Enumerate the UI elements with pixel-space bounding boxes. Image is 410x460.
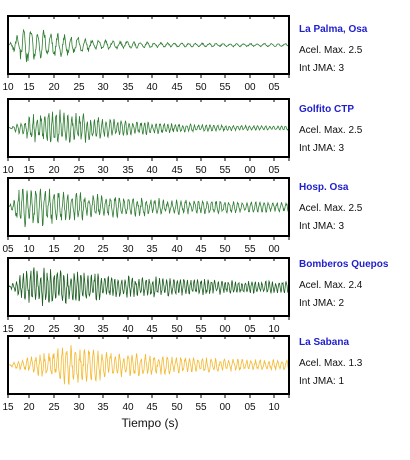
jma-intensity: Int JMA: 3 [299,143,345,154]
x-tick-label: 10 [268,324,280,335]
station-name: La Palma, Osa [299,24,368,35]
x-tick-label: 15 [2,402,14,413]
x-tick-label: 55 [195,324,207,335]
station-info-la-sabana: La Sabana Acel. Max. 1.3 Int JMA: 1 [299,337,407,387]
x-tick-label: 30 [73,324,85,335]
x-axis-label-text: Tiempo (s) [121,416,179,430]
max-acceleration: Acel. Max. 2.4 [299,280,363,291]
waveform-line [8,267,289,307]
x-tick-label: 40 [146,82,158,93]
x-tick-label: 05 [268,82,280,93]
x-tick-label: 40 [146,165,158,176]
x-tick-label: 15 [23,82,35,93]
station-info-hosp-osa: Hosp. Osa Acel. Max. 2.5 Int JMA: 3 [299,182,407,232]
x-tick-label: 50 [171,402,183,413]
x-tick-label: 00 [244,165,256,176]
x-tick-label: 20 [48,82,60,93]
x-tick-label: 25 [48,324,60,335]
x-tick-label: 05 [244,324,256,335]
x-tick-label: 25 [48,402,60,413]
station-info-la-palma: La Palma, Osa Acel. Max. 2.5 Int JMA: 3 [299,24,407,74]
x-tick-label: 35 [97,324,109,335]
x-tick-label: 15 [23,165,35,176]
panel-border [7,15,290,75]
x-tick-label: 00 [268,244,280,255]
x-tick-label: 00 [244,82,256,93]
x-tick-label: 25 [73,82,85,93]
x-tick-label: 55 [195,402,207,413]
x-tick-label: 20 [73,244,85,255]
x-tick-label: 05 [268,165,280,176]
x-tick-label: 50 [171,324,183,335]
seismogram-panel: 10 15 20 25 30 35 40 45 50 55 00 05 [2,98,290,176]
x-tick-label: 45 [171,82,183,93]
max-acceleration: Acel. Max. 1.3 [299,358,363,369]
x-tick-label: 35 [122,82,134,93]
waveform-line [8,188,289,228]
station-name: Golfito CTP [299,104,354,115]
x-tick-label: 45 [146,402,158,413]
x-tick-label: 10 [268,402,280,413]
x-tick-label: 45 [146,324,158,335]
jma-intensity: Int JMA: 3 [299,63,345,74]
x-tick-label: 40 [122,324,134,335]
x-tick-label: 10 [23,244,35,255]
x-tick-label: 25 [73,165,85,176]
seismogram-panel: 10 15 20 25 30 35 40 45 50 55 00 05 [2,15,290,93]
panel-border [7,257,290,317]
x-tick-label: 20 [23,402,35,413]
station-name: Hosp. Osa [299,182,349,193]
panel-border [7,335,290,395]
max-acceleration: Acel. Max. 2.5 [299,125,363,136]
seismogram-panel: 15 20 25 30 35 40 45 50 55 00 05 10 [2,257,290,335]
panel-border [7,177,290,237]
x-tick-label: 45 [171,165,183,176]
jma-intensity: Int JMA: 1 [299,376,345,387]
x-tick-label: 55 [219,82,231,93]
x-tick-label: 05 [2,244,14,255]
jma-intensity: Int JMA: 2 [299,298,345,309]
waveform-line [8,345,289,385]
station-name: Bomberos Quepos [299,259,389,270]
x-tick-label: 55 [244,244,256,255]
x-tick-label: 50 [195,165,207,176]
station-info-quepos: Bomberos Quepos Acel. Max. 2.4 Int JMA: … [299,259,407,309]
x-tick-label: 00 [219,324,231,335]
station-name: La Sabana [299,337,350,348]
waveform-line [8,28,289,63]
x-tick-label: 55 [219,165,231,176]
x-tick-label: 35 [146,244,158,255]
x-tick-label: 40 [171,244,183,255]
x-tick-label: 05 [244,402,256,413]
x-tick-label: 20 [23,324,35,335]
max-acceleration: Acel. Max. 2.5 [299,45,363,56]
x-tick-label: 35 [97,402,109,413]
x-tick-label: 15 [2,324,14,335]
x-tick-label: 45 [195,244,207,255]
x-tick-label: 50 [195,82,207,93]
x-tick-label: 15 [48,244,60,255]
x-tick-label: 30 [122,244,134,255]
x-tick-label: 00 [219,402,231,413]
seismogram-panel: 05 10 15 20 25 30 35 40 45 50 55 00 [2,177,290,255]
seismogram-panel: 15 20 25 30 35 40 45 50 55 00 05 10 [2,335,290,413]
x-tick-label: 25 [97,244,109,255]
x-tick-label: 10 [2,82,14,93]
x-tick-label: 20 [48,165,60,176]
max-acceleration: Acel. Max. 2.5 [299,203,363,214]
x-tick-label: 30 [73,402,85,413]
waveform-line [8,109,289,144]
jma-intensity: Int JMA: 3 [299,221,345,232]
x-tick-label: 30 [97,165,109,176]
x-tick-label: 30 [97,82,109,93]
station-info-golfito: Golfito CTP Acel. Max. 2.5 Int JMA: 3 [299,104,407,154]
panel-border [7,98,290,158]
x-tick-label: 40 [122,402,134,413]
x-tick-label: 50 [219,244,231,255]
x-tick-label: 35 [122,165,134,176]
x-tick-label: 10 [2,165,14,176]
